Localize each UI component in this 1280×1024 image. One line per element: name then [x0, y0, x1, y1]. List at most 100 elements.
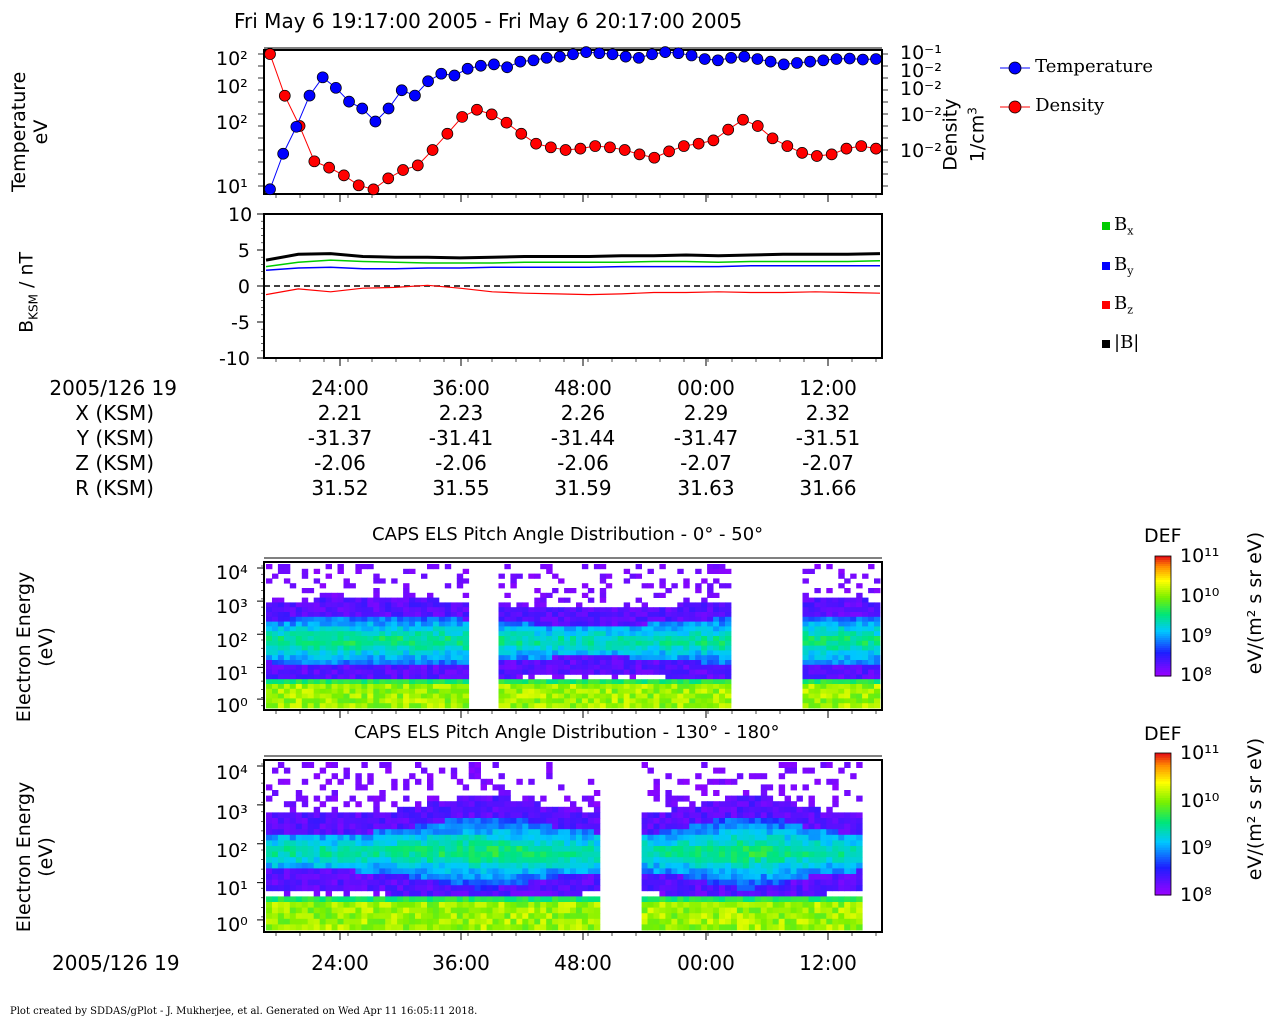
temperature-point-23 [567, 48, 579, 61]
pad2-cell-26-16 [421, 851, 428, 858]
pad2-cell-81-25 [748, 902, 756, 908]
pad2-cell-54-14 [587, 840, 595, 847]
pad1-cell-77-15 [725, 636, 732, 642]
pad1-cell-97-27 [844, 693, 851, 699]
pad2-cell-93-13 [820, 834, 827, 841]
pad1-cell-75-10 [713, 612, 720, 618]
pad2-cell-95-12 [832, 829, 839, 836]
footer-credit: Plot created by SDDAS/gPlot - J. Mukherj… [10, 1006, 478, 1017]
pad2-cell-45-16 [534, 851, 541, 858]
pad1-cell-75-14 [713, 631, 720, 637]
pad2-cell-80-26 [742, 907, 750, 914]
pad1-cell-42-2 [516, 573, 523, 579]
pad1-cell-102-8 [874, 602, 881, 608]
pad1-cell-65-13 [653, 626, 660, 632]
pad2-cell-75-8 [713, 806, 720, 813]
pad1-cell-56-2 [599, 573, 607, 579]
pad1-cell-59-27 [617, 693, 625, 699]
pad1-cell-69-10 [677, 612, 684, 618]
pad2-cell-84-8 [766, 806, 774, 813]
pad1-cell-76-15 [719, 636, 726, 642]
pad1-cell-4-16 [289, 640, 297, 646]
pad2-cell-39-13 [498, 834, 505, 841]
pad2-cell-90-14 [802, 840, 809, 847]
pad2-cell-67-13 [665, 834, 672, 841]
pad1-cell-28-20 [432, 660, 440, 666]
pad1-cell-29-25 [438, 684, 446, 690]
pad1-cell-30-10 [444, 612, 452, 618]
pad1-cell-47-0 [546, 564, 553, 570]
pad1-cell-16-25 [361, 684, 368, 690]
pad2-cell-13-17 [343, 857, 350, 864]
cbar2-band-35 [1155, 835, 1171, 839]
pad2-cell-28-24 [432, 896, 440, 903]
pad1-cell-72-15 [695, 636, 702, 642]
pad1-cell-69-29 [677, 703, 684, 709]
pad2-cell-27-19 [427, 868, 434, 875]
pad1-cell-21-15 [391, 636, 398, 642]
pad2-cell-17-21 [367, 879, 374, 886]
pad1-cell-41-19 [510, 655, 517, 661]
pad2-cell-37-26 [486, 907, 493, 914]
pad2-cell-65-11 [653, 823, 660, 830]
pad1-cell-52-19 [576, 655, 583, 661]
pad1-cell-21-8 [391, 602, 398, 608]
pad2-cell-73-22 [701, 885, 708, 892]
pad1-cell-68-15 [671, 636, 678, 642]
pad1-cell-59-11 [617, 616, 625, 622]
pad1-cell-32-21 [456, 664, 464, 670]
pad1-cell-93-25 [820, 684, 827, 690]
pad2-cell-68-21 [671, 879, 678, 886]
pad2-cell-54-15 [587, 846, 595, 852]
pad2-cell-19-12 [379, 829, 386, 836]
pad2-cell-54-11 [587, 823, 595, 830]
cbar1-band-25 [1155, 606, 1171, 609]
pad1-cell-72-10 [695, 612, 702, 618]
pad2-cell-51-12 [570, 829, 577, 836]
eph-label-y: Y (KSM) [76, 426, 154, 450]
density-point-22 [589, 140, 602, 152]
pad1-cell-11-9 [331, 607, 338, 613]
pad1-cell-77-24 [725, 679, 732, 685]
pad2-cell-43-17 [522, 857, 529, 864]
pad2-cell-6-19 [301, 868, 309, 875]
pad2-cell-47-17 [546, 857, 553, 864]
pad2-cell-97-29 [844, 924, 851, 931]
pad1-cell-74-27 [707, 693, 714, 699]
pad1-cell-56-21 [599, 664, 607, 670]
pad1-cell-3-9 [283, 607, 291, 613]
temperature-point-10 [395, 84, 408, 97]
pad1-cell-71-11 [689, 616, 696, 622]
pad2-cell-5-20 [295, 874, 303, 880]
pad2-cell-37-27 [486, 913, 493, 920]
pad1-cell-25-7 [415, 597, 422, 603]
pad1-cell-58-25 [611, 684, 619, 690]
pad2-cell-90-4 [802, 784, 809, 791]
pad2-cell-22-20 [397, 874, 404, 880]
pad1-cell-41-26 [510, 688, 517, 694]
pad2-cell-33-13 [462, 834, 470, 841]
pad1-cell-67-5 [665, 588, 672, 594]
pad1-cell-17-11 [367, 616, 374, 622]
eph-y-2: -31.44 [550, 426, 616, 450]
pad1-cell-94-20 [826, 660, 833, 666]
pad2-cell-94-11 [826, 823, 833, 830]
pad2-cell-29-12 [438, 829, 446, 836]
pad1-cell-47-27 [546, 693, 553, 699]
pad1-cell-1-11 [272, 616, 279, 622]
pad2-cell-12-29 [337, 924, 344, 931]
pad1-cell-54-20 [587, 660, 595, 666]
pad2-cell-86-21 [778, 879, 786, 886]
pad2-cell-40-10 [504, 818, 511, 824]
pad2-cell-70-11 [683, 823, 690, 830]
pad1-cell-14-16 [349, 640, 356, 646]
temperature-point-16 [474, 59, 487, 72]
pad2-cell-19-29 [379, 924, 386, 931]
pad2-cell-26-17 [421, 857, 428, 864]
pad1-tick-0: 10⁰ [216, 695, 248, 717]
b-tick-5: 5 [237, 240, 250, 262]
pad1-cell-9-14 [319, 631, 327, 637]
pad2-cell-26-11 [421, 823, 428, 830]
pad1-cell-75-8 [713, 602, 720, 608]
cbar1-band-21 [1155, 598, 1171, 601]
